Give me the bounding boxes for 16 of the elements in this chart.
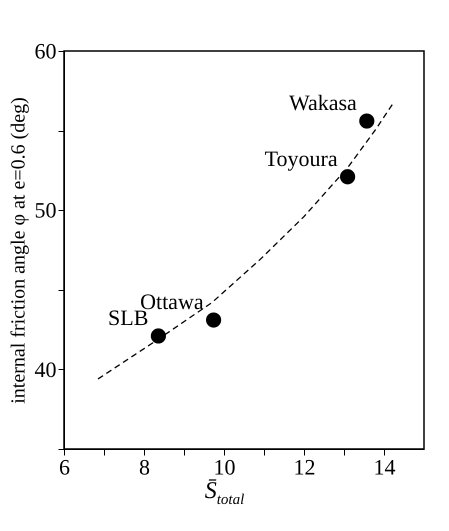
point <box>206 312 222 328</box>
y-axis-title: internal friction angle φ at e=0.6 (deg) <box>8 97 30 404</box>
x-tick-label: 12 <box>294 454 316 480</box>
y-tick-label: 50 <box>34 198 56 223</box>
point <box>340 169 356 184</box>
annotation: Toyoura <box>264 146 338 171</box>
annotation: Wakasa <box>288 90 358 116</box>
x-tick-label: 14 <box>374 454 396 480</box>
y-tick-label: 40 <box>34 356 56 382</box>
point <box>150 328 166 344</box>
x-tick-label: 6 <box>59 454 70 480</box>
point <box>359 113 374 129</box>
x-tick-label: 8 <box>139 454 150 480</box>
x-tick-label: 10 <box>214 454 236 480</box>
x-axis-title: S̄$_{total}$ <box>204 478 246 509</box>
y-tick-label: 60 <box>34 38 56 64</box>
